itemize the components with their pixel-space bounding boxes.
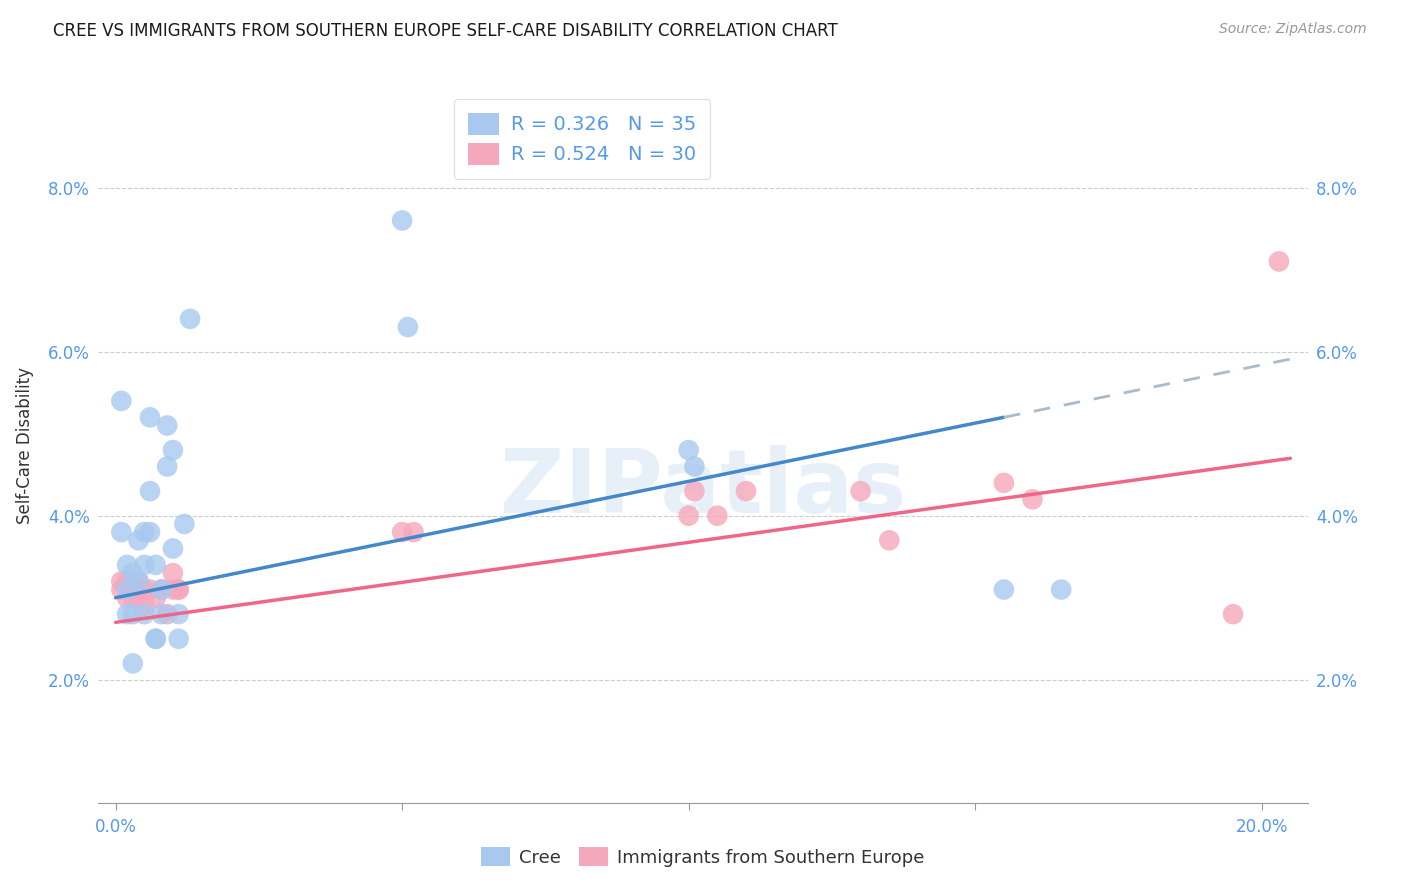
Point [145,558,167,572]
Point [121,657,143,671]
Point [139,484,162,499]
Point [110,525,132,540]
Point [678,443,700,458]
Text: CREE VS IMMIGRANTS FROM SOUTHERN EUROPE SELF-CARE DISABILITY CORRELATION CHART: CREE VS IMMIGRANTS FROM SOUTHERN EUROPE … [53,22,838,40]
Point [134,525,156,540]
Point [110,582,132,597]
Point [150,582,173,597]
Point [121,582,143,597]
Point [128,574,150,589]
Point [156,459,179,474]
Text: Source: ZipAtlas.com: Source: ZipAtlas.com [1219,22,1367,37]
Point [173,516,195,531]
Point [134,599,156,613]
Y-axis label: Self-Care Disability: Self-Care Disability [17,368,34,524]
Point [706,508,728,523]
Point [121,566,143,581]
Point [150,607,173,622]
Point [396,320,419,334]
Point [402,525,425,540]
Point [162,443,184,458]
Point [110,393,132,408]
Point [128,533,150,548]
Point [162,541,184,556]
Point [1222,607,1244,622]
Point [683,459,706,474]
Point [134,558,156,572]
Point [115,607,138,622]
Point [993,582,1015,597]
Legend: Cree, Immigrants from Southern Europe: Cree, Immigrants from Southern Europe [474,840,932,874]
Legend: R = 0.326   N = 35, R = 0.524   N = 30: R = 0.326 N = 35, R = 0.524 N = 30 [454,99,710,178]
Point [167,582,190,597]
Point [391,525,413,540]
Point [115,558,138,572]
Point [150,582,173,597]
Point [167,607,190,622]
Point [1268,254,1291,268]
Point [139,525,162,540]
Point [121,607,143,622]
Point [145,632,167,646]
Point [683,484,706,499]
Point [156,607,179,622]
Point [121,591,143,605]
Point [735,484,758,499]
Point [1021,492,1043,507]
Point [145,591,167,605]
Point [162,582,184,597]
Point [179,311,201,326]
Point [877,533,900,548]
Point [993,475,1015,490]
Point [115,591,138,605]
Point [128,574,150,589]
Point [391,213,413,227]
Point [134,607,156,622]
Point [162,566,184,581]
Point [139,582,162,597]
Point [1050,582,1073,597]
Point [139,410,162,425]
Point [115,574,138,589]
Point [115,582,138,597]
Point [110,574,132,589]
Point [134,582,156,597]
Point [167,632,190,646]
Point [849,484,872,499]
Point [128,591,150,605]
Point [678,508,700,523]
Text: ZIPatlas: ZIPatlas [501,445,905,533]
Point [167,582,190,597]
Point [145,632,167,646]
Point [156,418,179,433]
